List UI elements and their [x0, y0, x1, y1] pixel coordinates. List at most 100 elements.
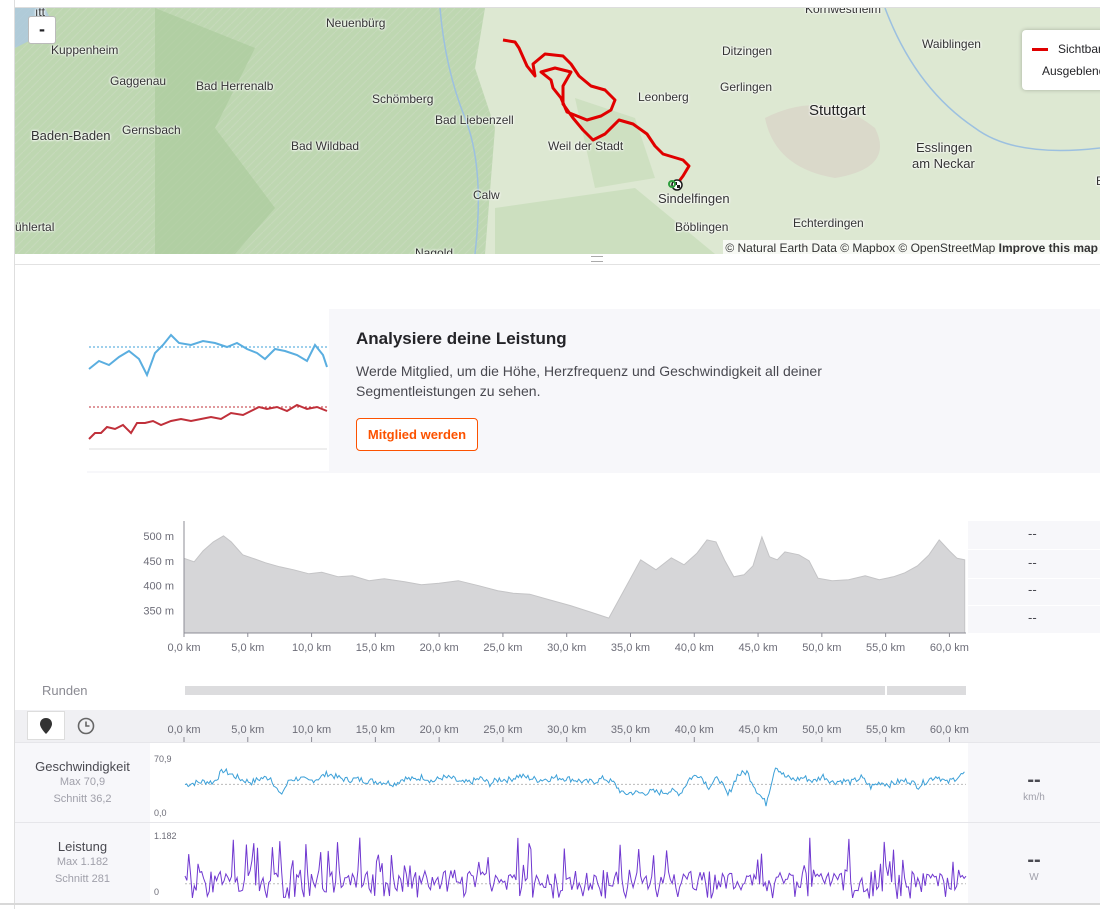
map-label: Nagold	[415, 246, 454, 254]
map-label: Waiblingen	[922, 37, 981, 51]
elevation-x-tick: 40,0 km	[675, 642, 714, 654]
power-chart[interactable]: 1.182 0	[150, 823, 968, 903]
map-label: Bad Liebenzell	[435, 113, 514, 127]
elevation-x-tick: 45,0 km	[738, 642, 777, 654]
speed-chart[interactable]: 70,9 0,0	[150, 743, 968, 822]
stream-distance-axis: 0,0 km 5,0 km 10,0 km 15,0 km 20,0 km 25,0 km…	[167, 724, 969, 742]
elevation-x-tick: 30,0 km	[547, 642, 586, 654]
stream-x-tick: 15,0 km	[356, 724, 395, 736]
map-label: Gernsbach	[122, 123, 181, 137]
y-min-label: 0	[154, 887, 159, 897]
stream-name: Geschwindigkeit	[35, 759, 130, 774]
y-min-label: 0,0	[154, 808, 167, 818]
upsell-preview-image	[87, 309, 329, 471]
stream-name: Leistung	[57, 839, 108, 854]
map-legend: Sichtbar Ausgeblendet	[1022, 30, 1100, 90]
map-label: Leonberg	[638, 90, 689, 104]
speed-current-panel: -- km/h	[968, 743, 1100, 822]
stream-x-tick: 35,0 km	[611, 724, 650, 736]
laps-label: Runden	[42, 683, 88, 698]
elevation-area	[183, 535, 966, 634]
map-resize-handle[interactable]	[591, 256, 603, 262]
speed-stream-row[interactable]: Geschwindigkeit Max 70,9 Schnitt 36,2 --…	[15, 742, 1100, 822]
speed-line	[184, 767, 965, 807]
map-label: E	[1096, 174, 1100, 188]
clock-icon	[77, 717, 95, 734]
divider	[15, 264, 1100, 265]
lap-bar[interactable]	[185, 686, 885, 695]
map-label: Gaggenau	[110, 74, 167, 88]
zoom-out-button[interactable]: -	[28, 16, 56, 44]
map-label: Stuttgart	[809, 102, 866, 119]
elevation-x-tick: 50,0 km	[802, 642, 841, 654]
legend-label: Sichtbar	[1057, 42, 1100, 56]
divider	[968, 605, 1100, 606]
divider	[0, 903, 1100, 905]
become-member-button[interactable]: Mitglied werden	[356, 418, 478, 451]
elevation-x-tick: 0,0 km	[167, 642, 200, 654]
power-stream-row[interactable]: Leistung Max 1.182 Schnitt 281 -- W	[15, 822, 1100, 904]
elevation-x-tick: 25,0 km	[483, 642, 522, 654]
legend-visible[interactable]: Sichtbar	[1032, 38, 1100, 60]
map-label: Böblingen	[675, 220, 729, 234]
stream-x-tick: 50,0 km	[802, 724, 841, 736]
power-line	[184, 837, 967, 900]
attribution-text: © Natural Earth Data © Mapbox © OpenStre…	[725, 241, 996, 254]
elevation-y-tick: 500 m	[143, 531, 174, 543]
stream-x-tick: 60,0 km	[930, 724, 969, 736]
route-map[interactable]: ıtt Kornwestheim Neuenbürg Waiblingen Ku…	[15, 8, 1100, 254]
y-max-label: 1.182	[154, 831, 177, 841]
map-label: Ditzingen	[722, 44, 773, 58]
map-label: Neuenbürg	[326, 16, 386, 30]
lap-bar[interactable]	[887, 686, 966, 695]
elevation-x-tick: 15,0 km	[356, 642, 395, 654]
unit-label: W	[1029, 872, 1039, 883]
stream-x-tick: 10,0 km	[292, 724, 331, 736]
stream-x-tick: 0,0 km	[167, 724, 200, 736]
map-label: am Neckar	[912, 156, 975, 171]
stream-x-tick: 5,0 km	[231, 724, 264, 736]
map-label: Echterdingen	[793, 216, 864, 230]
legend-hidden[interactable]: Ausgeblendet	[1032, 60, 1100, 82]
stream-avg: Schnitt 36,2	[53, 793, 112, 805]
upsell-description: Werde Mitglied, um die Höhe, Herzfrequen…	[356, 363, 822, 399]
legend-swatch	[1032, 47, 1048, 51]
stream-x-tick: 40,0 km	[675, 724, 714, 736]
power-current-panel: -- W	[968, 823, 1100, 904]
elevation-x-tick: 20,0 km	[420, 642, 459, 654]
stat-value: --	[1028, 610, 1037, 625]
upsell-title: Analysiere deine Leistung	[356, 329, 567, 348]
map-label: Calw	[473, 188, 500, 202]
map-label: ühlertal	[15, 220, 55, 234]
map-attribution: © Natural Earth Data © Mapbox © OpenStre…	[723, 240, 1100, 254]
stream-toolbar	[15, 710, 1100, 742]
current-value: --	[1027, 849, 1041, 871]
map-top-border	[15, 7, 1100, 8]
elevation-x-tick: 10,0 km	[292, 642, 331, 654]
map-terrain	[15, 8, 1100, 254]
elevation-y-tick: 350 m	[143, 606, 174, 618]
elevation-y-tick: 450 m	[143, 556, 174, 568]
map-label: Esslingen	[916, 140, 973, 155]
stat-value: --	[1028, 555, 1037, 570]
stream-x-tick: 55,0 km	[866, 724, 905, 736]
legend-label: Ausgeblendet	[1042, 64, 1100, 78]
elevation-x-tick: 60,0 km	[930, 642, 969, 654]
map-label: Bad Wildbad	[291, 139, 360, 153]
speed-stream-label: Geschwindigkeit Max 70,9 Schnitt 36,2	[15, 743, 150, 822]
divider	[968, 578, 1100, 579]
page-left-border	[14, 0, 15, 909]
map-label: Gerlingen	[720, 80, 773, 94]
time-mode-button[interactable]	[67, 711, 105, 740]
map-label: Kuppenheim	[51, 43, 119, 57]
distance-mode-button[interactable]	[27, 711, 65, 740]
stream-max: Max 70,9	[59, 776, 106, 788]
upsell-banner: Analysiere deine Leistung Werde Mitglied…	[87, 309, 1100, 473]
map-label: Bad Herrenalb	[196, 79, 274, 93]
map-label: ıtt	[35, 8, 46, 19]
stream-x-tick: 45,0 km	[738, 724, 777, 736]
improve-map-link[interactable]: Improve this map	[998, 241, 1098, 254]
elevation-chart[interactable]: 500 m 450 m 400 m 350 m 0,0 km 5,0 km 10,0 km…	[120, 515, 980, 665]
stream-max: Max 1.182	[56, 856, 109, 868]
stat-value: --	[1028, 582, 1037, 597]
